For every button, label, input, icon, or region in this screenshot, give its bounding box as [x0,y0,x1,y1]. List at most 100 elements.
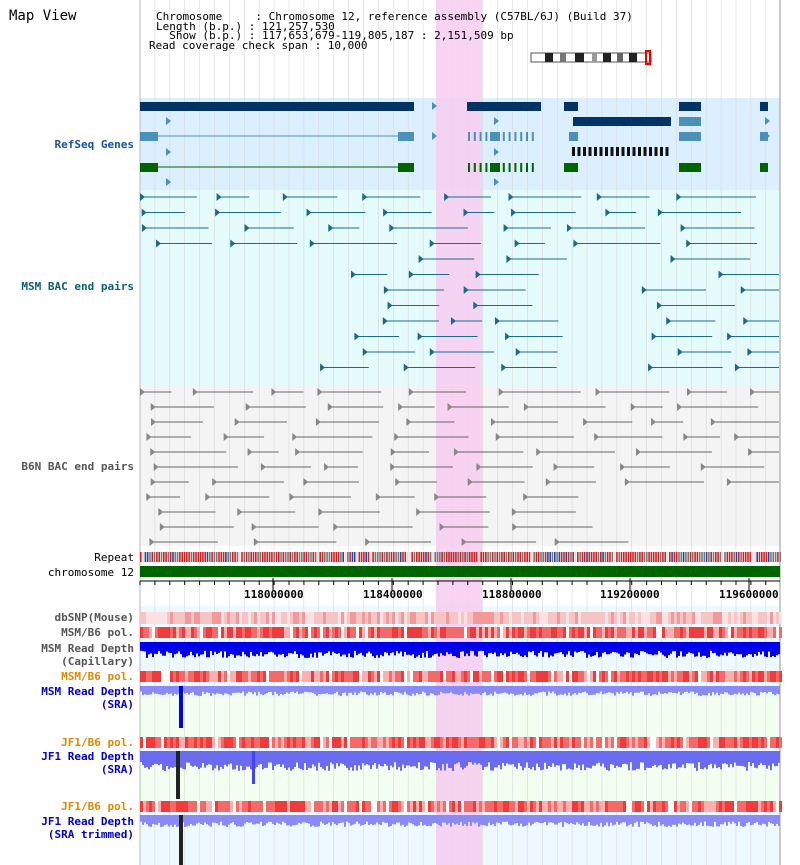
track-label-repeat[interactable]: Repeat [94,551,134,564]
depth-bar [370,686,372,694]
polymorphism-cell [179,627,182,638]
polymorphism-cell [377,801,380,812]
depth-bar [140,751,142,763]
depth-bar [750,686,752,692]
track-label-msm-depth-sra[interactable]: MSM Read Depth [41,685,134,698]
track-label-chromosome[interactable]: chromosome 12 [47,566,134,579]
polymorphism-cell [668,801,671,812]
polymorphism-cell [506,737,509,748]
track-label-refseq[interactable]: RefSeq Genes [54,138,134,151]
polymorphism-cell [476,671,479,682]
polymorphism-cell [350,671,353,682]
depth-bar [568,686,570,693]
track-label-msm-b6-pol-2[interactable]: MSM/B6 pol. [61,670,134,683]
depth-bar [374,642,376,658]
repeat-mark [261,552,264,562]
polymorphism-cell [326,612,329,624]
depth-bar [268,642,270,653]
depth-bar [492,751,494,771]
polymorphism-cell [470,801,473,812]
chromosome-bar[interactable] [140,566,780,577]
depth-bar [394,815,396,825]
polymorphism-cell [752,612,755,624]
depth-bar [558,642,560,653]
track-label-jf1-depth-trim[interactable]: JF1 Read Depth [41,815,134,828]
track-label-jf1-b6-pol-2[interactable]: JF1/B6 pol. [61,800,134,813]
depth-bar [320,642,322,653]
depth-bar [434,642,436,655]
depth-bar [776,686,778,694]
depth-bar [156,686,158,694]
polymorphism-cell [284,671,287,682]
repeat-mark [485,552,487,562]
polymorphism-cell [647,801,650,812]
depth-bar [322,686,324,694]
depth-bar [148,751,150,770]
polymorphism-cell [503,612,506,624]
polymorphism-cell [593,801,596,812]
chromosome-ideogram[interactable] [530,50,652,65]
depth-bar [596,642,598,653]
depth-bar [156,642,158,654]
depth-bar [482,751,484,770]
depth-bar [706,642,708,658]
repeat-mark [505,552,508,562]
track-label-jf1-depth-sra[interactable]: JF1 Read Depth [41,750,134,763]
polymorphism-cell [494,627,497,638]
b6n-bac-end [159,523,165,531]
polymorphism-cell [464,737,467,748]
depth-bar [342,686,344,694]
depth-bar [762,751,764,766]
repeat-mark [174,552,177,562]
depth-bar [634,751,636,771]
depth-bar [212,751,214,771]
depth-bar [724,751,726,764]
gene-exon [605,147,608,156]
polymorphism-cell [425,737,428,748]
gene-exon [508,163,511,172]
polymorphism-cell [218,671,221,682]
polymorphism-cell [425,671,428,682]
track-label-dbsnp[interactable]: dbSNP(Mouse) [54,611,134,624]
depth-bar [760,751,762,764]
track-label-msm-depth-cap[interactable]: MSM Read Depth [41,642,134,655]
depth-bar [272,686,274,696]
repeat-mark [586,552,588,562]
polymorphism-cell [554,612,557,624]
depth-bar [666,686,668,694]
depth-bar [424,686,426,693]
polymorphism-cell [344,612,347,624]
repeat-mark [749,552,752,562]
polymorphism-cell [425,801,428,812]
depth-bar [174,642,176,655]
repeat-mark [678,552,680,562]
depth-bar [428,686,430,696]
depth-bar [562,686,564,695]
b6n-bac-end [315,418,321,426]
polymorphism-cell [560,627,563,638]
polymorphism-cell [530,671,533,682]
polymorphism-cell [194,612,197,624]
polymorphism-cell [263,737,266,748]
polymorphism-cell [521,612,524,624]
repeat-mark [409,552,411,562]
depth-bar [444,815,446,823]
polymorphism-cell [461,627,464,638]
selection-highlight[interactable] [436,0,482,865]
track-label-b6n-bac[interactable]: B6N BAC end pairs [21,460,134,473]
polymorphism-cell [455,612,458,624]
depth-bar [518,642,520,655]
depth-bar [194,686,196,696]
depth-bar [158,642,160,651]
b6n-bac-end [511,508,517,516]
depth-bar [560,686,562,695]
track-label-msm-bac[interactable]: MSM BAC end pairs [21,280,134,293]
depth-bar [522,815,524,827]
repeat-mark [266,552,269,562]
track-label-jf1-b6-pol[interactable]: JF1/B6 pol. [61,736,134,749]
polymorphism-cell [254,612,257,624]
repeat-mark [146,552,149,562]
depth-bar [620,751,622,768]
track-label-msm-b6-pol[interactable]: MSM/B6 pol. [61,626,134,639]
depth-bar [642,642,644,652]
